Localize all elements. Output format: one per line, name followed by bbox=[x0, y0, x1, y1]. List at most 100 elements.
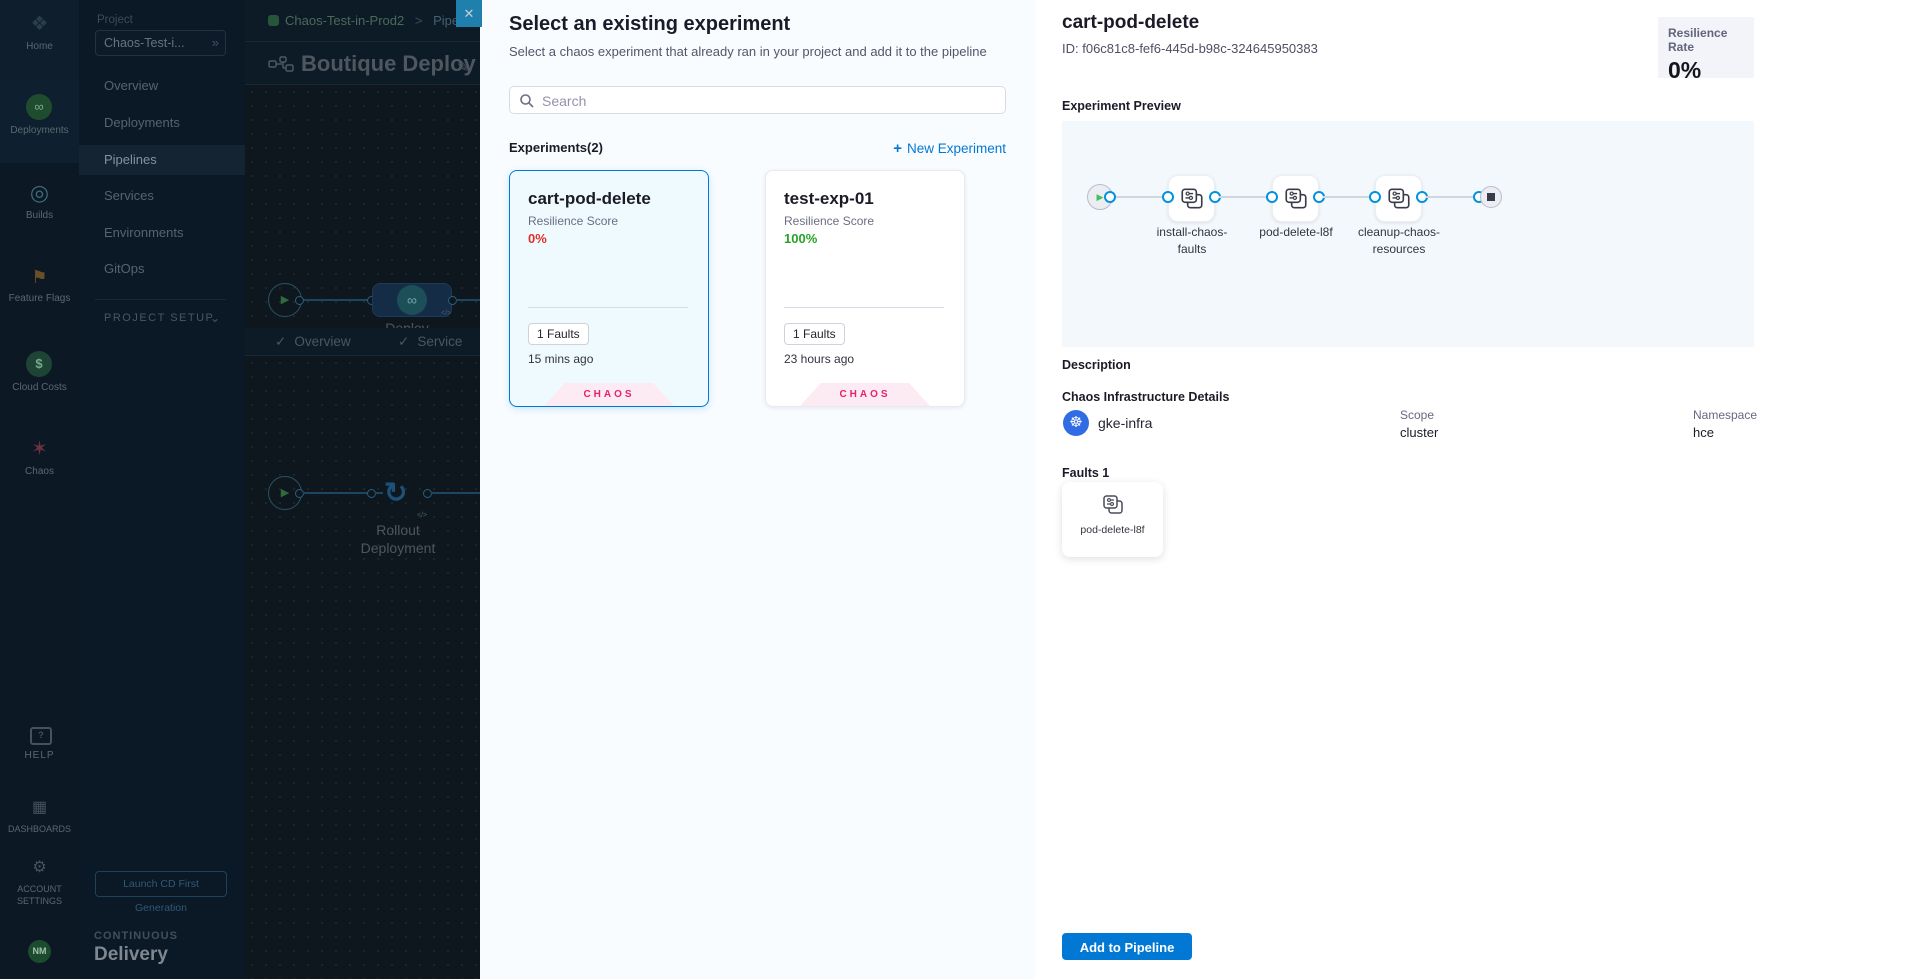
check-icon: ✓ bbox=[398, 334, 410, 349]
play-icon: ▶ bbox=[1096, 192, 1104, 202]
chaos-fault-icon bbox=[1284, 188, 1307, 209]
experiment-id: ID: f06c81c8-fef6-445d-b98c-324645950383 bbox=[1062, 41, 1318, 56]
faults-section-label: Faults 1 bbox=[1062, 466, 1110, 480]
project-section-label: Project bbox=[97, 14, 133, 26]
project-setup-toggle[interactable]: PROJECT SETUP ⌄ bbox=[104, 311, 221, 325]
step-label: Rollout Deployment bbox=[360, 522, 436, 556]
preview-dot bbox=[1369, 191, 1381, 203]
chevron-down-icon: ⌄ bbox=[210, 311, 221, 325]
sidebar-item-help[interactable]: ? HELP bbox=[0, 727, 79, 762]
fault-name: pod-delete-l8f bbox=[1080, 524, 1145, 536]
add-to-pipeline-button[interactable]: Add to Pipeline bbox=[1062, 933, 1192, 960]
delivery-label: Delivery bbox=[94, 944, 168, 965]
check-icon: ✓ bbox=[275, 334, 287, 349]
sidebar-divider bbox=[95, 299, 226, 300]
chaos-icon: ✶ bbox=[31, 438, 48, 460]
resilience-rate-box: Resilience Rate 0% bbox=[1658, 17, 1754, 83]
experiment-details-panel: cart-pod-delete ID: f06c81c8-fef6-445d-b… bbox=[1035, 0, 1920, 979]
sidebar-item-builds[interactable]: ◎ Builds bbox=[0, 181, 79, 222]
preview-dot bbox=[1162, 191, 1174, 203]
sidebar-item-pipelines[interactable]: Pipelines bbox=[79, 145, 245, 175]
tab-service[interactable]: ✓ Service bbox=[398, 334, 463, 349]
resilience-score-label: Resilience Score bbox=[784, 214, 875, 228]
sidebar-item-deployments[interactable]: ∞ Deployments bbox=[0, 94, 79, 137]
builds-icon: ◎ bbox=[29, 180, 50, 205]
new-experiment-link[interactable]: + New Experiment bbox=[893, 140, 1006, 157]
edit-pipeline-icon[interactable]: ✎ bbox=[457, 59, 470, 76]
page-title: Boutique Deploy bbox=[301, 51, 476, 76]
description-label: Description bbox=[1062, 358, 1131, 372]
help-icon: ? bbox=[30, 727, 52, 745]
rollout-deployment-step-icon[interactable]: ↻ bbox=[384, 477, 408, 508]
namespace-value: hce bbox=[1693, 425, 1714, 440]
stage-node-deploy[interactable]: ∞ bbox=[372, 283, 452, 317]
preview-step-install-chaos-faults[interactable] bbox=[1168, 175, 1215, 222]
preview-step-label: install-chaos-faults bbox=[1156, 225, 1228, 256]
chaos-fault-icon bbox=[1387, 188, 1410, 209]
last-updated: 15 mins ago bbox=[528, 352, 594, 366]
gear-icon: ⚙ bbox=[32, 859, 47, 876]
sidebar-item-services[interactable]: Services bbox=[104, 188, 154, 203]
pipeline-icon bbox=[268, 56, 294, 72]
preview-step-cleanup-chaos-resources[interactable] bbox=[1375, 175, 1422, 222]
sidebar-item-chaos[interactable]: ✶ Chaos bbox=[0, 437, 79, 478]
chaos-tag: CHAOS bbox=[544, 383, 674, 406]
faults-badge: 1 Faults bbox=[528, 323, 589, 345]
preview-line bbox=[1114, 196, 1166, 198]
search-box bbox=[509, 86, 1006, 114]
sidebar-item-deployments-nav[interactable]: Deployments bbox=[104, 115, 180, 130]
card-divider bbox=[528, 307, 688, 308]
connector-line bbox=[375, 492, 383, 494]
experiment-card-cart-pod-delete[interactable]: cart-pod-delete Resilience Score 0% 1 Fa… bbox=[509, 170, 709, 407]
experiment-detail-title: cart-pod-delete bbox=[1062, 12, 1200, 33]
connector-line bbox=[303, 492, 367, 494]
experiment-select-panel: Select an existing experiment Select a c… bbox=[480, 0, 1035, 979]
chevrons-right-icon: » bbox=[211, 35, 219, 50]
deployments-icon: ∞ bbox=[26, 94, 52, 120]
experiment-preview-canvas: ▶ bbox=[1062, 121, 1754, 347]
search-icon bbox=[520, 94, 534, 108]
chaos-tag: CHAOS bbox=[800, 383, 930, 406]
experiment-card-test-exp-01[interactable]: test-exp-01 Resilience Score 100% 1 Faul… bbox=[765, 170, 965, 407]
chaos-fault-icon bbox=[1102, 495, 1123, 514]
resilience-rate-label: Resilience Rate bbox=[1668, 26, 1728, 54]
preview-start-node: ▶ bbox=[1087, 184, 1113, 210]
breadcrumb-project[interactable]: Chaos-Test-in-Prod2 bbox=[285, 13, 405, 28]
connector-line bbox=[456, 299, 480, 301]
preview-step-label: pod-delete-l8f bbox=[1259, 225, 1333, 239]
code-badge-icon[interactable]: </> bbox=[441, 310, 452, 317]
preview-dot bbox=[1104, 191, 1116, 203]
scope-value: cluster bbox=[1400, 425, 1439, 440]
fault-card-pod-delete[interactable]: pod-delete-l8f bbox=[1062, 482, 1163, 557]
search-input[interactable] bbox=[540, 88, 994, 114]
connector-line bbox=[303, 299, 367, 301]
user-avatar[interactable]: NM bbox=[28, 940, 51, 963]
launch-cd-first-gen-button[interactable]: Launch CD First Generation bbox=[95, 871, 227, 914]
tab-overview[interactable]: ✓ Overview bbox=[275, 334, 351, 349]
sidebar-item-gitops[interactable]: GitOps bbox=[104, 261, 145, 276]
project-selector[interactable]: Chaos-Test-i... » bbox=[95, 30, 226, 56]
preview-end-node bbox=[1480, 186, 1502, 208]
faults-badge: 1 Faults bbox=[784, 323, 845, 345]
experiment-name: cart-pod-delete bbox=[528, 189, 651, 208]
preview-step-pod-delete[interactable] bbox=[1272, 175, 1319, 222]
sidebar-item-dashboards[interactable]: ▦ DASHBOARDS bbox=[0, 798, 79, 835]
feature-flags-icon: ⚑ bbox=[31, 267, 48, 287]
modal-close-button[interactable]: ✕ bbox=[456, 0, 482, 27]
sidebar-item-environments[interactable]: Environments bbox=[104, 225, 184, 240]
sidebar-item-overview[interactable]: Overview bbox=[104, 78, 159, 93]
code-badge-icon[interactable]: </> bbox=[417, 512, 428, 519]
cd-module-icon: ∞ bbox=[397, 285, 427, 315]
preview-line bbox=[1426, 196, 1475, 198]
close-icon: ✕ bbox=[463, 6, 475, 21]
resilience-score-value: 0% bbox=[528, 231, 547, 246]
sidebar-item-home[interactable]: ❖ Home bbox=[0, 12, 79, 53]
module-sidebar: ❖ Home ∞ Deployments ◎ Builds ⚑ Feature … bbox=[0, 0, 79, 979]
kubernetes-icon: ☸ bbox=[1063, 410, 1089, 436]
sidebar-item-feature-flags[interactable]: ⚑ Feature Flags bbox=[0, 266, 79, 305]
modal-subtitle: Select a chaos experiment that already r… bbox=[509, 44, 987, 59]
sidebar-tile-deployments bbox=[0, 80, 79, 163]
sidebar-item-account-settings[interactable]: ⚙ ACCOUNT SETTINGS bbox=[0, 858, 79, 907]
experiment-name: test-exp-01 bbox=[784, 189, 874, 208]
sidebar-item-cloud-costs[interactable]: $ Cloud Costs bbox=[0, 351, 79, 394]
